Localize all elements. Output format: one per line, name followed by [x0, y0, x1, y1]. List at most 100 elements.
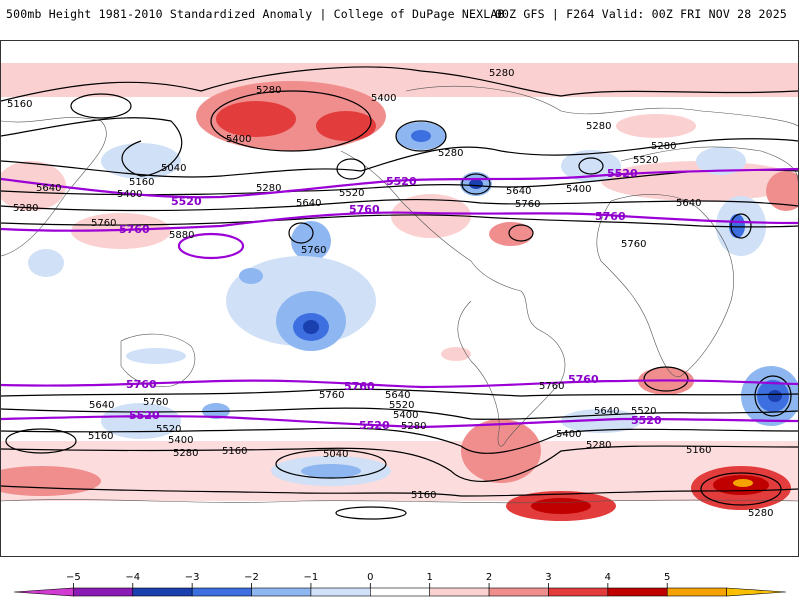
colorbar-segment	[370, 587, 430, 597]
contour-label: 5280	[256, 183, 281, 194]
contour-label: 5640	[36, 183, 61, 194]
contour-line	[395, 120, 447, 152]
contour-label: 5280	[401, 421, 426, 432]
contour-label: 5160	[7, 99, 32, 110]
contour-labels: 5280 5280 5400 5160 5400 5280 5280 5280 …	[7, 68, 773, 519]
anomaly-shade	[531, 498, 591, 514]
contour-label: 5400	[117, 189, 142, 200]
anomaly-shade	[489, 222, 533, 246]
contour-label: 5640	[594, 406, 619, 417]
contour-label: 5400	[226, 134, 251, 145]
colorbar-segment	[607, 587, 668, 597]
coastline-antarctica	[1, 499, 798, 504]
contour-line	[5, 428, 77, 454]
colorbar-tick-label: −4	[125, 572, 140, 583]
height-contours	[1, 66, 798, 520]
contour-5520-north	[1, 167, 798, 199]
contour-5520-south	[1, 415, 798, 429]
contour-5760-south	[1, 379, 798, 389]
contour-line	[210, 90, 372, 152]
contour-label: 5400	[371, 93, 396, 104]
contour-label: 5760	[539, 381, 564, 392]
colorbar-tick-label: −2	[244, 572, 259, 583]
contour-line	[1, 485, 798, 497]
contour-line	[70, 93, 132, 119]
anomaly-shade	[239, 268, 263, 284]
contour-label: 5280	[256, 85, 281, 96]
contour-label: 5760	[621, 239, 646, 250]
colorbar-legend: −5 −4 −3 −2 −1 0 1 2 3 4 5	[13, 572, 787, 597]
contour-label: 5280	[489, 68, 514, 79]
anomaly-shade	[411, 130, 431, 142]
contour-line	[700, 472, 782, 506]
anomaly-shade	[291, 221, 331, 261]
contour-label: 5520	[631, 406, 656, 417]
anomaly-shade	[28, 249, 64, 277]
contour-label: 5160	[411, 490, 436, 501]
colorbar-segment	[132, 587, 193, 597]
anomaly-shade	[729, 214, 745, 238]
contour-label: 5760	[143, 397, 168, 408]
anomaly-shade	[301, 464, 361, 478]
contour-label: 5160	[686, 445, 711, 456]
contour-label: 5400	[168, 435, 193, 446]
colorbar-tick-label: 3	[545, 572, 551, 583]
anomaly-shade	[391, 194, 471, 238]
contour-label: 5400	[393, 410, 418, 421]
contour-label: 5400	[556, 429, 581, 440]
contour-line	[508, 224, 534, 242]
colorbar-tick-label: 5	[664, 572, 670, 583]
purple-contour-label: 5520	[607, 167, 638, 180]
contour-label: 5640	[89, 400, 114, 411]
contour-line	[336, 158, 366, 180]
contour-line	[754, 375, 792, 417]
colorbar-segment	[73, 587, 134, 597]
contour-label: 5520	[633, 155, 658, 166]
contour-label: 5160	[88, 431, 113, 442]
contour-label: 5760	[515, 199, 540, 210]
purple-contour-label: 5520	[171, 195, 202, 208]
anomaly-shade	[766, 171, 798, 211]
purple-contour-label: 5520	[631, 414, 662, 427]
anomaly-shade	[316, 111, 376, 141]
contour-line	[1, 407, 798, 420]
colorbar-segment	[13, 587, 74, 597]
contour-label: 5640	[385, 390, 410, 401]
header-title-left: 500mb Height 1981-2010 Standardized Anom…	[6, 7, 505, 21]
contour-label: 5040	[323, 449, 348, 460]
contour-line	[335, 506, 407, 520]
colorbar-segment	[310, 587, 371, 597]
anomaly-shade	[561, 150, 621, 182]
header-title-right: 00Z GFS | F264 Valid: 00Z FRI NOV 28 202…	[494, 7, 787, 21]
contour-line	[578, 157, 604, 175]
purple-contour-label: 5520	[386, 175, 417, 188]
coastline-arctic	[405, 85, 798, 127]
contour-line	[1, 198, 798, 212]
colorbar-segment	[548, 587, 609, 597]
contour-line	[1, 117, 183, 177]
contour-label: 5520	[339, 188, 364, 199]
contour-label: 5280	[651, 141, 676, 152]
purple-contour-label: 5760	[595, 210, 626, 223]
colorbar-segment	[726, 587, 787, 597]
contour-line	[1, 388, 798, 397]
contour-label: 5280	[748, 508, 773, 519]
colorbar-segments	[13, 587, 787, 597]
highlight-contours	[1, 167, 798, 429]
colorbar-tick-label: −3	[185, 572, 200, 583]
coastline-africa	[596, 194, 734, 378]
contour-label: 5520	[156, 424, 181, 435]
purple-contour-label: 5760	[126, 378, 157, 391]
anomaly-shade	[469, 179, 483, 189]
contour-label: 5880	[169, 230, 194, 241]
contour-line	[288, 222, 314, 244]
anomaly-shade	[768, 390, 782, 402]
contour-line	[1, 138, 798, 178]
purple-contour-label: 5520	[359, 419, 390, 432]
map-canvas: 5280 5280 5400 5160 5400 5280 5280 5280 …	[1, 63, 798, 521]
contour-label: 5280	[173, 448, 198, 459]
anomaly-shade	[616, 114, 696, 138]
contour-5880-ring	[177, 232, 245, 260]
map-panel[interactable]: 5280 5280 5400 5160 5400 5280 5280 5280 …	[0, 40, 799, 557]
coastline-australia	[120, 333, 196, 387]
